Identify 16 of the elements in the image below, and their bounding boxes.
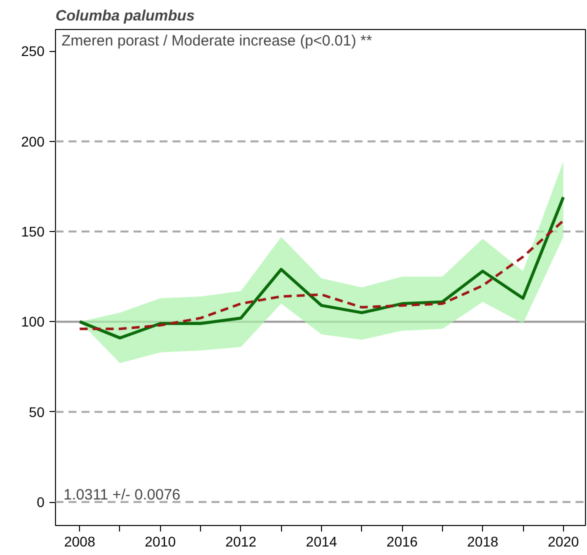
x-tick-label: 2008 (64, 534, 96, 550)
y-tick-label: 100 (21, 314, 45, 330)
annotation: 1.0311 +/- 0.0076 (64, 486, 180, 504)
y-tick-label: 200 (21, 133, 45, 150)
x-tick-label: 2016 (386, 534, 418, 550)
x-tick-label: 2010 (144, 534, 176, 550)
x-tick-label: 2018 (467, 534, 499, 550)
y-tick-label: 150 (21, 224, 45, 240)
annotation: Zmeren porast / Moderate increase (p<0.01) ** (62, 32, 372, 50)
chart-title: Columba palumbus (56, 8, 195, 24)
x-tick-label: 2020 (548, 534, 580, 550)
y-tick-label: 250 (21, 43, 45, 60)
x-tick-label: 2014 (306, 534, 338, 550)
y-tick-label: 50 (28, 404, 45, 420)
x-tick-label: 2012 (225, 534, 257, 550)
y-tick-label: 0 (36, 494, 45, 510)
